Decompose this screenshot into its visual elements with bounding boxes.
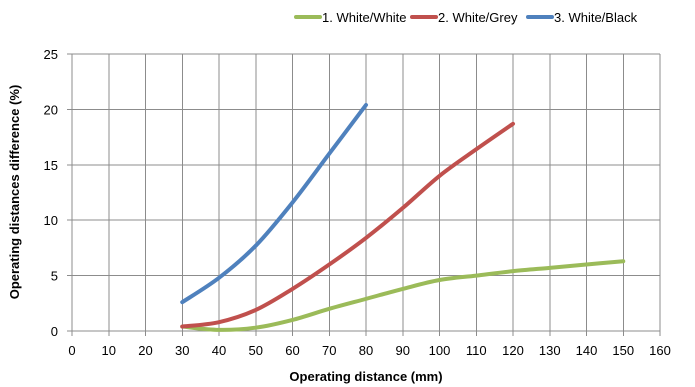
x-tick-label: 70 [322, 343, 336, 358]
y-tick-label: 0 [51, 324, 58, 339]
x-tick-label: 110 [466, 343, 487, 358]
legend-item-2: 2. White/Grey [410, 10, 518, 25]
legend-label: 1. White/White [322, 10, 407, 25]
legend-item-3: 3. White/Black [526, 10, 638, 25]
series-line-1 [180, 259, 626, 332]
x-tick-label: 10 [102, 343, 116, 358]
series-line-2 [180, 121, 515, 329]
y-tick-label: 5 [51, 269, 58, 284]
y-tick-label: 25 [44, 47, 58, 62]
y-axis-title: Operating distances difference (%) [7, 85, 22, 300]
x-tick-label: 150 [612, 343, 634, 358]
axes [67, 53, 661, 336]
x-tick-label: 40 [212, 343, 226, 358]
x-axis-title: Operating distance (mm) [289, 369, 442, 384]
y-tick-label: 15 [44, 158, 58, 173]
x-tick-label: 50 [249, 343, 263, 358]
legend-item-1: 1. White/White [294, 10, 407, 25]
grid [72, 53, 661, 331]
y-tick-label: 10 [44, 213, 58, 228]
series-line-3 [180, 102, 368, 305]
legend-label: 3. White/Black [554, 10, 638, 25]
y-tick-label: 20 [44, 102, 58, 117]
legend-label: 2. White/Grey [438, 10, 518, 25]
tick-labels: 0 10 20 30 40 50 60 70 80 90 100 110 120 130 140 150 160… [44, 47, 671, 358]
x-tick-label: 160 [649, 343, 671, 358]
x-tick-label: 130 [539, 343, 561, 358]
x-tick-label: 0 [68, 343, 75, 358]
x-tick-label: 90 [396, 343, 410, 358]
x-tick-label: 60 [285, 343, 299, 358]
x-tick-label: 30 [175, 343, 189, 358]
legend: 1. White/White 2. White/Grey 3. White/Blac… [294, 10, 638, 25]
x-tick-label: 80 [359, 343, 373, 358]
x-tick-label: 140 [576, 343, 598, 358]
x-tick-label: 20 [138, 343, 152, 358]
x-tick-label: 100 [429, 343, 451, 358]
series-group [180, 102, 626, 332]
x-tick-label: 120 [502, 343, 524, 358]
